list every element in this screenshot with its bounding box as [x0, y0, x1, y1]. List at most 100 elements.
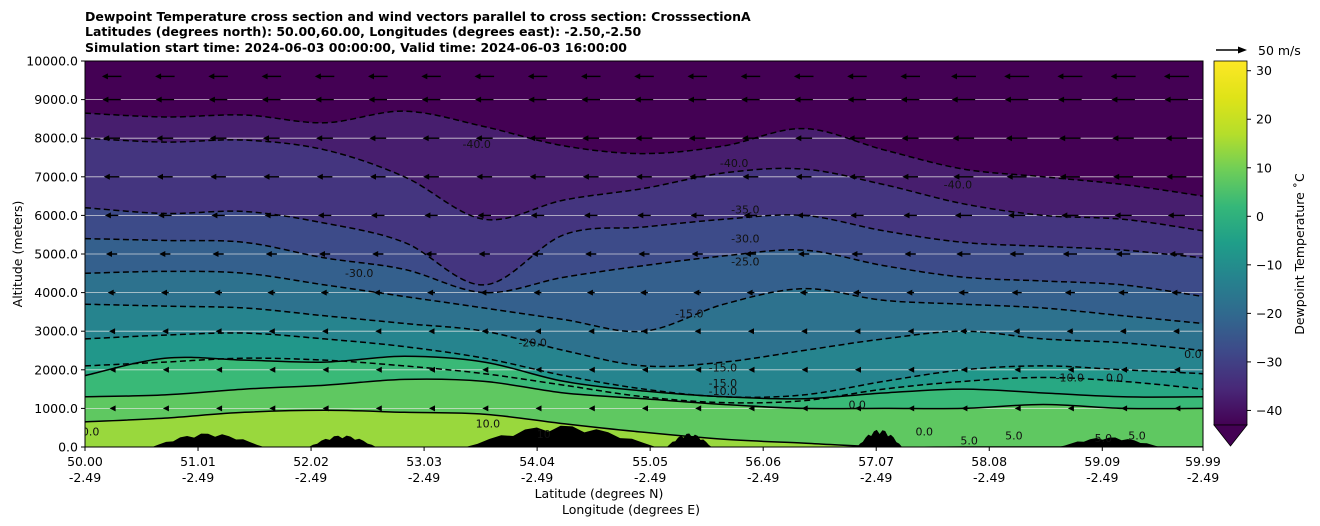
wind-vector-head: [640, 289, 647, 296]
wind-vector-head: [477, 212, 484, 219]
wind-vector-head: [902, 173, 909, 180]
x-tick-label-lat: 54.04: [519, 454, 555, 469]
wind-vector-head: [482, 405, 489, 412]
wind-vector-head: [1166, 173, 1173, 180]
wind-vector-head: [209, 135, 216, 142]
wind-vector-head: [533, 289, 540, 296]
x-tick-label-lon: -2.49: [182, 470, 214, 485]
terrain-hill-3: [666, 433, 712, 447]
wind-vector-head: [1119, 328, 1126, 335]
wind-vector-head: [210, 173, 217, 180]
wind-vector-head: [264, 212, 271, 219]
wind-vector-head: [801, 366, 808, 373]
wind-vector-head: [155, 96, 162, 103]
x-tick-label-lon: -2.49: [295, 470, 327, 485]
wind-vector-head: [101, 73, 108, 80]
wind-vector-head: [1009, 251, 1016, 257]
wind-vector-head: [586, 289, 593, 296]
contour-label: 10.0: [476, 418, 501, 431]
contour-line--25: [85, 237, 1203, 298]
wind-vector-head: [691, 251, 698, 257]
wind-vector-head: [1114, 212, 1121, 219]
terrain-hill-5: [1058, 437, 1160, 447]
wind-vector-head: [900, 73, 907, 80]
fill-band-10: [85, 410, 1203, 447]
wind-vector-head: [854, 328, 861, 335]
colorbar-tick-label: 30: [1256, 63, 1272, 78]
wind-vector-head: [1006, 173, 1013, 180]
contour-label: -35.0: [731, 204, 759, 217]
wind-vector-head: [1006, 135, 1012, 142]
wind-vector-head: [689, 173, 696, 180]
x-tick-label-lat: 51.01: [180, 454, 216, 469]
y-tick-label: 3000.0: [34, 324, 78, 339]
wind-vector-head: [742, 135, 749, 142]
wind-vector-head: [422, 135, 429, 142]
contour-label: -25.0: [731, 256, 759, 269]
wind-vector-head: [907, 328, 914, 335]
wind-vector-head: [268, 328, 275, 335]
wind-vector-head: [635, 135, 642, 142]
wind-vector-head: [216, 366, 223, 373]
wind-vector-head: [316, 173, 323, 180]
wind-vector-head: [423, 173, 430, 180]
terrain-hill-1: [308, 435, 376, 447]
wind-vector-head: [906, 289, 913, 296]
wind-vector-head: [951, 96, 958, 103]
contour-line--40: [85, 110, 1203, 197]
x-tick-label-lon: -2.49: [634, 470, 666, 485]
wind-vector-head: [952, 135, 959, 142]
colorbar-tick-label: −10: [1256, 257, 1282, 272]
wind-vector-head: [425, 251, 432, 257]
contour-label: 5.0: [960, 434, 978, 447]
x-tick-label-lat: 56.06: [745, 454, 781, 469]
wind-vector-head: [475, 96, 482, 103]
wind-vector-head: [795, 173, 802, 180]
wind-vector-head: [530, 212, 537, 219]
wind-vector-head: [269, 366, 276, 373]
wind-vector-head: [424, 212, 431, 219]
wind-vector-head: [1013, 328, 1020, 335]
wind-vector-head: [588, 328, 595, 335]
wind-vector-head: [638, 251, 645, 257]
wind-vector-head: [106, 251, 112, 257]
wind-vector-head: [1064, 289, 1071, 296]
wind-vector-head: [1014, 405, 1021, 412]
wind-vector-head: [478, 251, 485, 257]
wind-vector-head: [1004, 96, 1011, 103]
wind-vector-head: [1111, 96, 1118, 103]
wind-vector-head: [908, 366, 915, 373]
wind-vector-head: [161, 289, 167, 296]
wind-vector-head: [103, 173, 110, 180]
colorbar-tick-label: −20: [1256, 306, 1282, 321]
contour-label: 10: [537, 428, 551, 441]
wind-vector-head: [162, 366, 169, 373]
wind-vector-head: [953, 173, 960, 180]
contour-label: -10.0: [709, 385, 737, 398]
wind-vector-head: [637, 212, 644, 219]
wind-vector-head: [793, 73, 800, 80]
wind-vector-head: [795, 135, 802, 142]
wind-vector-head: [1112, 135, 1119, 142]
wind-vector-head: [155, 73, 162, 80]
wind-vector-head: [529, 173, 536, 180]
contour-label: 0.0: [848, 398, 866, 411]
x-tick-label-lon: -2.49: [860, 470, 892, 485]
y-tick-label: 7000.0: [34, 169, 78, 184]
wind-vector-head: [265, 251, 272, 257]
wind-vector-head: [1174, 366, 1181, 373]
wind-vector-head: [1059, 173, 1066, 180]
wind-vector-head: [951, 73, 957, 80]
wind-vector-head: [695, 405, 702, 412]
contour-line-10: [85, 409, 1203, 447]
y-tick-label: 9000.0: [34, 92, 78, 107]
wind-vector-head: [901, 96, 907, 103]
wind-vector-head: [535, 366, 542, 373]
wind-vector-head: [316, 135, 323, 142]
wind-vector-head: [1174, 405, 1181, 412]
x-tick-label-lon: -2.49: [973, 470, 1005, 485]
wind-vector-head: [588, 366, 595, 373]
wind-vector-head: [748, 405, 755, 412]
quiver-key: 50 m/s: [1216, 43, 1301, 58]
wind-vector-head: [375, 405, 382, 412]
